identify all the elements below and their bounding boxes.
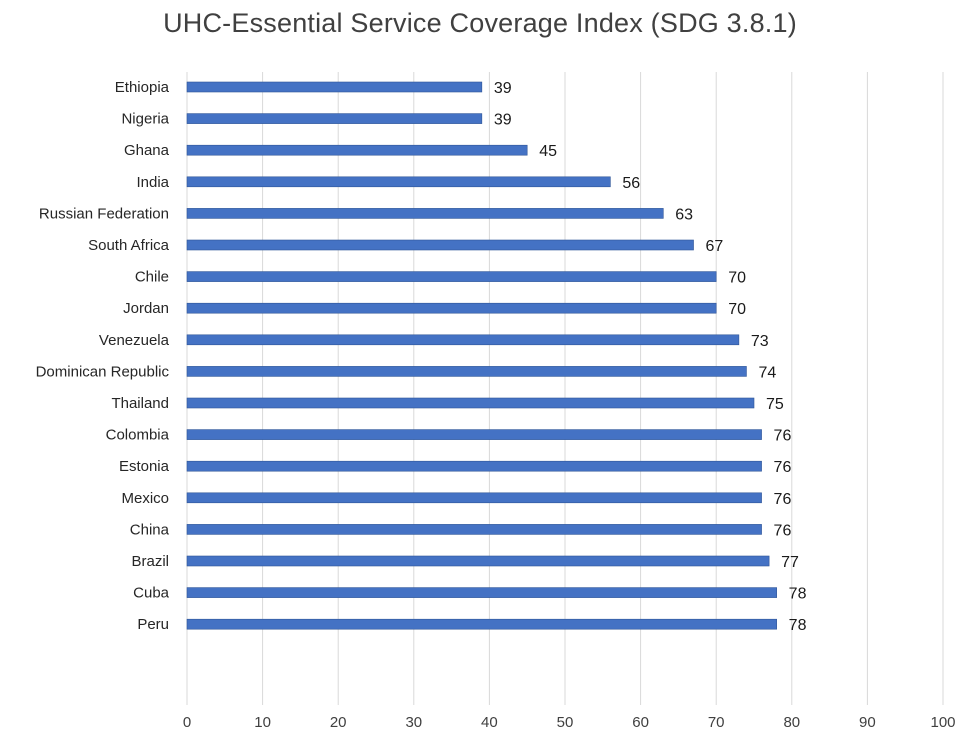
bar <box>186 587 777 598</box>
category-label: Nigeria <box>121 111 169 128</box>
category-label: Dominican Republic <box>36 363 170 380</box>
x-tick-label: 60 <box>632 714 649 731</box>
bar <box>186 239 694 251</box>
x-tick-label: 50 <box>557 714 574 731</box>
data-label: 73 <box>751 333 769 350</box>
data-label: 67 <box>706 238 724 255</box>
x-tick-label: 30 <box>405 714 422 731</box>
bar <box>186 524 762 535</box>
category-label: Ghana <box>124 142 170 159</box>
category-label: Russian Federation <box>39 205 169 222</box>
bar <box>186 208 664 219</box>
bar <box>186 113 483 124</box>
bar <box>186 176 611 188</box>
data-label: 78 <box>789 617 807 634</box>
category-label: China <box>130 521 170 538</box>
data-label: 75 <box>766 396 784 413</box>
data-label: 76 <box>774 491 792 508</box>
category-label: India <box>136 174 169 191</box>
chart-title: UHC-Essential Service Coverage Index (SD… <box>163 8 797 38</box>
data-label: 45 <box>539 143 557 160</box>
x-tick-label: 100 <box>930 714 955 731</box>
category-label: Venezuela <box>99 332 170 349</box>
x-tick-label: 10 <box>254 714 271 731</box>
bar <box>186 271 717 282</box>
category-label: Estonia <box>119 458 170 475</box>
category-labels: Ethiopia Nigeria Ghana India Russian Federat… <box>36 79 170 633</box>
category-label: Chile <box>135 269 169 286</box>
bar <box>186 366 747 377</box>
bar <box>186 302 717 314</box>
category-label: Mexico <box>121 490 169 507</box>
bar <box>186 555 770 567</box>
gridlines <box>186 72 944 705</box>
bars <box>186 81 777 630</box>
category-label: Brazil <box>131 553 169 570</box>
category-label: Colombia <box>106 427 170 444</box>
data-label: 39 <box>494 80 512 97</box>
data-label: 63 <box>675 206 693 223</box>
category-label: Peru <box>137 616 169 633</box>
data-label: 76 <box>774 459 792 476</box>
bar <box>186 144 528 156</box>
x-tick-label: 0 <box>183 714 191 731</box>
category-label: Ethiopia <box>115 79 170 96</box>
data-label: 78 <box>789 586 807 603</box>
data-label: 70 <box>728 270 746 287</box>
bar <box>186 429 762 440</box>
data-label: 74 <box>758 364 776 381</box>
x-tick-label: 80 <box>783 714 800 731</box>
data-label: 56 <box>622 175 640 192</box>
x-tick-label: 20 <box>330 714 347 731</box>
category-label: Cuba <box>133 585 170 602</box>
data-label: 76 <box>774 428 792 445</box>
bar <box>186 460 762 472</box>
data-label: 70 <box>728 301 746 318</box>
bar <box>186 334 740 346</box>
bar <box>186 492 762 504</box>
bar <box>186 81 483 93</box>
data-label: 76 <box>774 522 792 539</box>
category-label: South Africa <box>88 237 170 254</box>
data-label: 39 <box>494 112 512 129</box>
category-label: Thailand <box>111 395 169 412</box>
bar <box>186 618 777 630</box>
x-tick-label: 40 <box>481 714 498 731</box>
x-tick-label: 90 <box>859 714 876 731</box>
bar <box>186 397 755 409</box>
category-label: Jordan <box>123 300 169 317</box>
data-label: 77 <box>781 554 799 571</box>
x-tick-label: 70 <box>708 714 725 731</box>
x-axis-ticks: 0 10 20 30 40 50 60 70 80 90 100 <box>183 714 956 731</box>
